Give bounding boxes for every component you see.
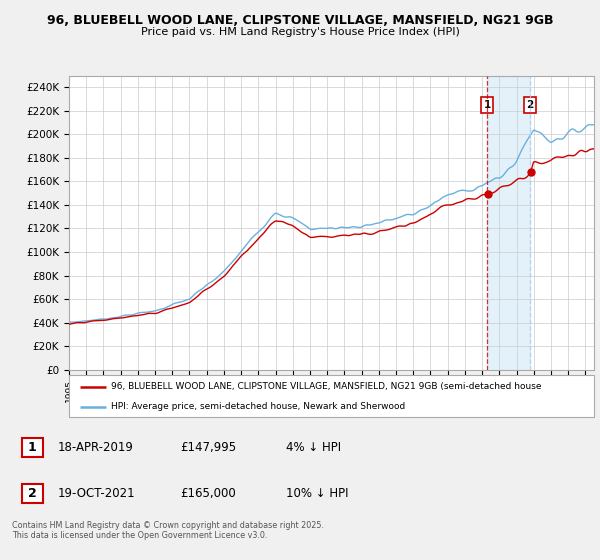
- Text: 1: 1: [28, 441, 37, 454]
- Text: HPI: Average price, semi-detached house, Newark and Sherwood: HPI: Average price, semi-detached house,…: [111, 402, 405, 411]
- Text: 18-APR-2019: 18-APR-2019: [58, 441, 134, 454]
- Text: 19-OCT-2021: 19-OCT-2021: [58, 487, 136, 500]
- Text: 2: 2: [28, 487, 37, 500]
- FancyBboxPatch shape: [22, 437, 43, 457]
- Text: Price paid vs. HM Land Registry's House Price Index (HPI): Price paid vs. HM Land Registry's House …: [140, 27, 460, 37]
- Bar: [487, 76, 530, 370]
- Text: £147,995: £147,995: [180, 441, 236, 454]
- Text: 96, BLUEBELL WOOD LANE, CLIPSTONE VILLAGE, MANSFIELD, NG21 9GB (semi-detached ho: 96, BLUEBELL WOOD LANE, CLIPSTONE VILLAG…: [111, 382, 542, 391]
- Text: Contains HM Land Registry data © Crown copyright and database right 2025.
This d: Contains HM Land Registry data © Crown c…: [12, 521, 324, 540]
- FancyBboxPatch shape: [22, 484, 43, 503]
- Text: 10% ↓ HPI: 10% ↓ HPI: [286, 487, 348, 500]
- Text: 1: 1: [484, 100, 491, 110]
- Text: 96, BLUEBELL WOOD LANE, CLIPSTONE VILLAGE, MANSFIELD, NG21 9GB: 96, BLUEBELL WOOD LANE, CLIPSTONE VILLAG…: [47, 14, 553, 27]
- Text: 2: 2: [527, 100, 534, 110]
- Text: £165,000: £165,000: [180, 487, 236, 500]
- Text: 4% ↓ HPI: 4% ↓ HPI: [286, 441, 341, 454]
